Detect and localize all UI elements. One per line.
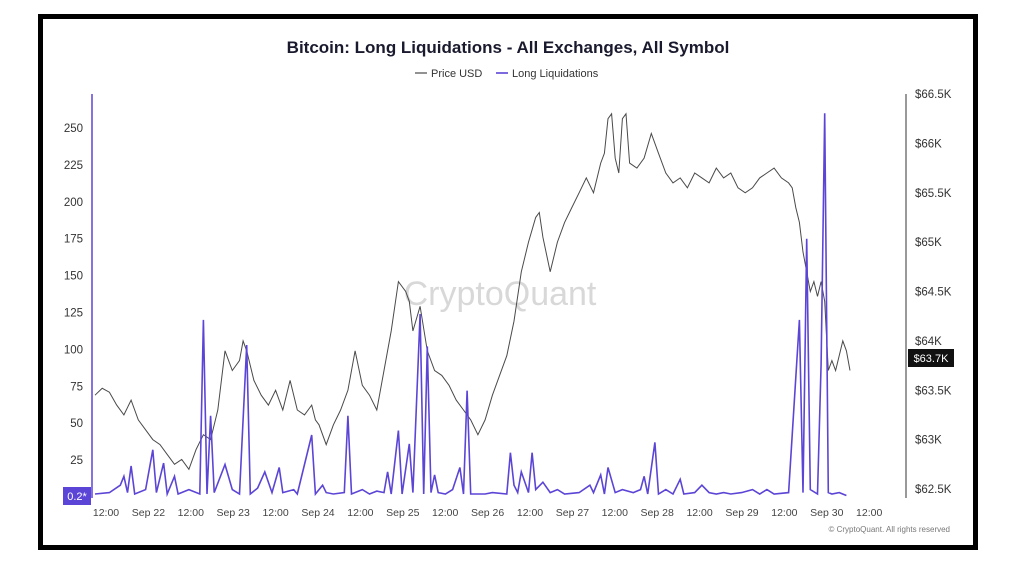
last-price-badge-bg <box>908 349 954 367</box>
left-tick-label: 125 <box>64 308 83 320</box>
x-axis-ticks: 12:00 Sep 22 12:00 Sep 23 12:00 Sep 24 12:00 Se… <box>93 507 883 519</box>
x-tick-label: Sep 30 <box>810 507 843 519</box>
last-price-badge: $63.7K <box>908 349 954 367</box>
left-tick-label: 250 <box>64 123 83 135</box>
legend: Price USD Long Liquidations <box>415 68 599 80</box>
x-tick-label: 12:00 <box>93 507 119 519</box>
last-price-value: $63.7K <box>914 353 950 365</box>
right-tick-label: $65K <box>915 237 942 249</box>
price-series-line <box>94 112 851 471</box>
left-tick-label: 75 <box>70 381 83 393</box>
x-tick-label: 12:00 <box>602 507 628 519</box>
right-axis-ticks: $66.5K $66K $65.5K $65K $64.5K $64K $63.5K $63K… <box>915 89 952 496</box>
x-tick-label: 12:00 <box>771 507 797 519</box>
right-tick-label: $62.5K <box>915 484 952 496</box>
x-tick-label: Sep 24 <box>301 507 334 519</box>
left-tick-label: 175 <box>64 234 83 246</box>
x-tick-label: 12:00 <box>178 507 204 519</box>
left-tick-label: 50 <box>70 418 83 430</box>
x-tick-label: Sep 29 <box>725 507 758 519</box>
left-tick-label: 25 <box>70 455 83 467</box>
chart-title: Bitcoin: Long Liquidations - All Exchang… <box>287 38 730 57</box>
x-tick-label: Sep 25 <box>386 507 419 519</box>
x-tick-label: 12:00 <box>432 507 458 519</box>
x-tick-label: 12:00 <box>347 507 373 519</box>
last-liquidation-badge: 0.2* <box>63 487 91 505</box>
x-tick-label: Sep 27 <box>556 507 589 519</box>
right-tick-label: $64.5K <box>915 287 952 299</box>
left-tick-label: 100 <box>64 344 83 356</box>
left-axis-ticks: 250 225 200 175 150 125 100 75 50 25 <box>64 123 83 467</box>
legend-liquidations-label[interactable]: Long Liquidations <box>512 68 599 80</box>
right-tick-label: $66K <box>915 138 942 150</box>
watermark: CryptoQuant <box>404 275 597 313</box>
x-tick-label: 12:00 <box>517 507 543 519</box>
copyright-text: © CryptoQuant. All rights reserved <box>829 525 951 534</box>
x-tick-label: Sep 23 <box>217 507 250 519</box>
x-tick-label: 12:00 <box>686 507 712 519</box>
liquidations-series-line <box>94 113 847 498</box>
right-tick-label: $66.5K <box>915 89 952 101</box>
left-tick-label: 225 <box>64 160 83 172</box>
legend-price-label[interactable]: Price USD <box>431 68 482 80</box>
x-tick-label: Sep 28 <box>641 507 674 519</box>
x-tick-label: 12:00 <box>262 507 288 519</box>
last-liquidation-value: 0.2* <box>67 491 87 503</box>
right-tick-label: $64K <box>915 336 942 348</box>
x-tick-label: Sep 22 <box>132 507 165 519</box>
x-tick-label: Sep 26 <box>471 507 504 519</box>
left-tick-label: 150 <box>64 271 83 283</box>
x-tick-label: 12:00 <box>856 507 882 519</box>
left-tick-label: 200 <box>64 197 83 209</box>
right-tick-label: $63.5K <box>915 385 952 397</box>
right-tick-label: $65.5K <box>915 188 952 200</box>
last-liquidation-badge-bg <box>63 487 91 505</box>
right-tick-label: $63K <box>915 435 942 447</box>
